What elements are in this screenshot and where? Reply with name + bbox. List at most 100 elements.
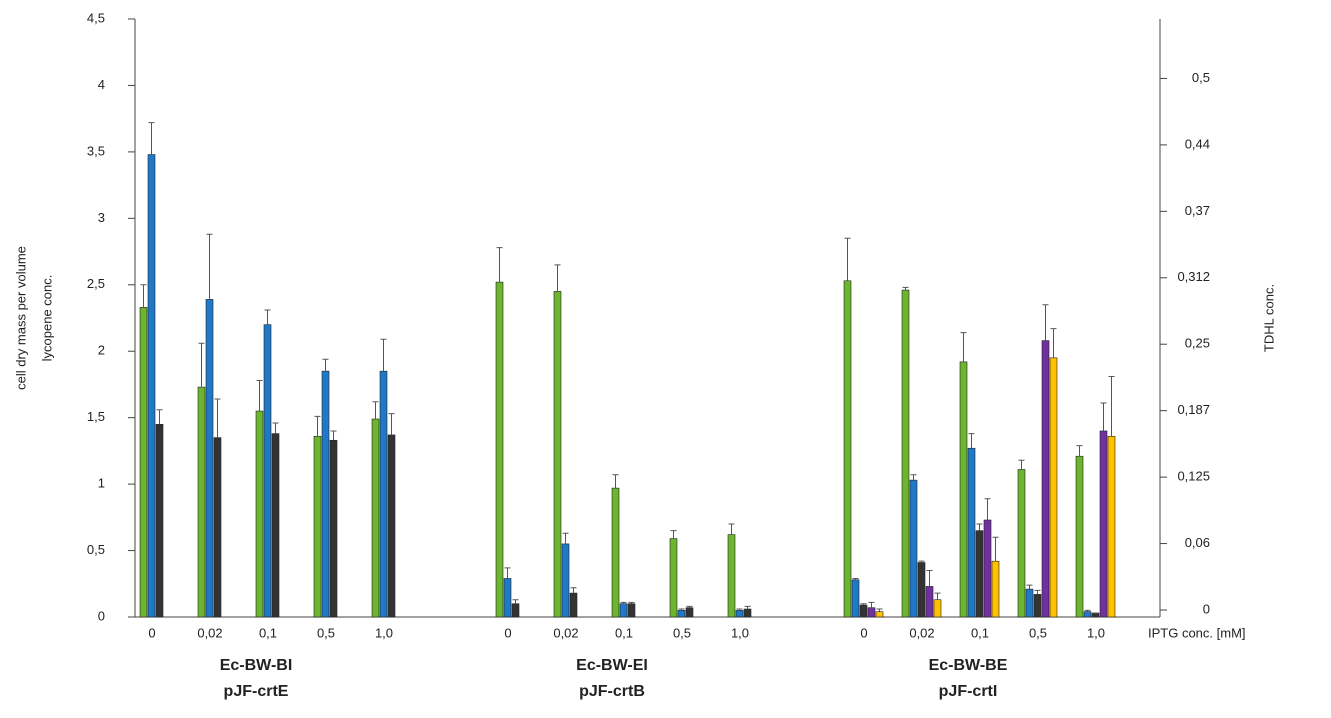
error-bar	[148, 122, 155, 155]
error-bar	[984, 498, 991, 520]
error-bar	[992, 536, 999, 562]
bar	[967, 447, 976, 618]
x-tick-label: 0,5	[673, 625, 691, 640]
error-bar	[728, 523, 735, 535]
bar	[263, 324, 272, 618]
bar	[983, 519, 992, 618]
x-tick-label: 1,0	[375, 625, 393, 640]
bar	[677, 610, 686, 618]
error-bar	[1050, 328, 1057, 358]
bar	[685, 607, 694, 618]
error-bar	[372, 401, 379, 419]
y-tick-label: 1,5	[87, 409, 105, 424]
error-bar	[612, 474, 619, 489]
x-tick-label: 0,5	[317, 625, 335, 640]
bar	[1049, 357, 1058, 618]
y-tick-label: 2,5	[87, 276, 105, 291]
error-bar	[628, 601, 635, 604]
y2-tick-label: 0,312	[1177, 269, 1210, 284]
bar	[1107, 435, 1116, 618]
y2-tick-label: 0,25	[1185, 336, 1210, 351]
error-bar	[1026, 584, 1033, 590]
bar	[379, 370, 388, 618]
error-bar	[976, 523, 983, 531]
error-bar	[214, 398, 221, 438]
error-bar	[570, 587, 577, 594]
error-bar	[198, 342, 205, 388]
bar	[255, 410, 264, 618]
y2-axis-label: TDHL conc.	[1261, 284, 1276, 352]
y-tick-label: 0	[98, 608, 105, 623]
y-tick-label: 1	[98, 476, 105, 491]
error-bar	[504, 567, 511, 579]
bar	[909, 479, 918, 618]
y2-tick-label: 0,06	[1185, 535, 1210, 550]
bar	[371, 418, 380, 618]
error-bar	[868, 601, 875, 608]
bar	[1083, 611, 1092, 618]
bar	[851, 579, 860, 618]
y-tick-label: 3,5	[87, 143, 105, 158]
bar	[743, 608, 752, 618]
bar	[329, 439, 338, 618]
x-tick-label: 0,02	[197, 625, 222, 640]
x-tick-label: 0,1	[971, 625, 989, 640]
x-tick-label: 0,1	[259, 625, 277, 640]
bar	[727, 534, 736, 618]
bar	[511, 603, 520, 618]
error-bar	[562, 532, 569, 544]
bar	[495, 281, 504, 618]
y2-tick-label: 0	[1203, 601, 1210, 616]
error-bar	[388, 413, 395, 435]
error-bar	[264, 309, 271, 325]
bar	[155, 424, 164, 618]
error-bar	[1034, 589, 1041, 595]
x-tick-label: 1,0	[1087, 625, 1105, 640]
bar	[197, 386, 206, 618]
bar	[925, 586, 934, 618]
error-bar	[330, 430, 337, 441]
bar	[619, 603, 628, 618]
bar	[553, 291, 562, 618]
y-axis-label: lycopene conc.	[39, 275, 54, 362]
bar	[991, 560, 1000, 618]
group-label: Ec-BW-EI	[576, 657, 648, 674]
bar	[205, 299, 214, 618]
error-bar	[620, 601, 627, 604]
error-bar	[686, 605, 693, 608]
y-tick-label: 4,5	[87, 10, 105, 25]
error-bar	[960, 332, 967, 362]
error-bar	[206, 233, 213, 300]
x-tick-label: 0,5	[1029, 625, 1047, 640]
y2-tick-label: 0,187	[1177, 402, 1210, 417]
bar	[735, 610, 744, 618]
bar	[959, 361, 968, 618]
error-bar	[1100, 402, 1107, 431]
error-bar	[322, 358, 329, 372]
y2-tick-label: 0,37	[1185, 203, 1210, 218]
x-tick-label: 1,0	[731, 625, 749, 640]
bar	[859, 604, 868, 618]
y-tick-label: 0,5	[87, 542, 105, 557]
error-bar	[744, 605, 751, 610]
bar	[387, 434, 396, 618]
bar	[933, 599, 942, 618]
bar	[901, 289, 910, 618]
error-bar	[512, 599, 519, 604]
bar	[1025, 588, 1034, 618]
bar	[975, 530, 984, 618]
bar	[1033, 594, 1042, 618]
bar	[1041, 340, 1050, 618]
error-bar	[670, 530, 677, 539]
y-tick-label: 4	[98, 77, 105, 92]
bar	[139, 307, 148, 618]
error-bar	[554, 264, 561, 292]
error-bar	[156, 409, 163, 425]
error-bar	[852, 577, 859, 580]
bar	[213, 437, 222, 618]
bar	[313, 435, 322, 618]
bar	[627, 603, 636, 618]
group-label: pJF-crtI	[939, 683, 998, 700]
error-bar	[1042, 304, 1049, 341]
error-bar	[934, 592, 941, 600]
